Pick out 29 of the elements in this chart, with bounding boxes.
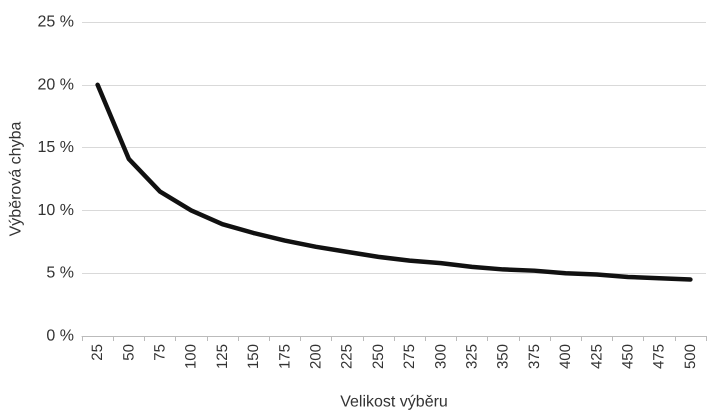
x-tick-label: 200: [308, 344, 324, 370]
x-tick-label: 400: [557, 344, 574, 370]
x-tick-label: 300: [432, 344, 450, 370]
x-tick-label: 450: [620, 344, 636, 370]
x-tick-label: 50: [120, 344, 138, 361]
x-tick-label: 225: [338, 344, 356, 370]
x-tick-label: 150: [245, 344, 262, 370]
x-tick-label: 475: [650, 344, 668, 370]
x-tick-label: 500: [682, 344, 699, 370]
y-tick-label: 0 %: [46, 328, 74, 344]
line-series: [95, 82, 693, 282]
x-tick-label: 250: [370, 344, 387, 370]
y-axis-title: Výběrová chyba: [8, 122, 24, 236]
x-tick-label: 100: [182, 344, 200, 370]
x-tick-label: 275: [401, 344, 418, 370]
y-tick-label: 15 %: [38, 139, 74, 156]
x-tick-label: 25: [89, 344, 106, 361]
x-tick-label: 75: [152, 344, 168, 361]
x-tick-label: 125: [214, 344, 231, 370]
x-tick-label: 375: [526, 344, 543, 370]
y-tick-label: 20 %: [38, 76, 74, 94]
y-tick-label: 10 %: [38, 202, 74, 219]
y-tick-label: 25 %: [38, 14, 74, 30]
x-axis-title: Velikost výběru: [340, 394, 448, 410]
x-tick-label: 175: [276, 344, 294, 370]
x-tick-label: 425: [588, 344, 606, 370]
x-tick-label: 350: [494, 344, 512, 370]
y-tick-label: 5 %: [46, 264, 74, 282]
x-tick-label: 325: [464, 344, 480, 370]
